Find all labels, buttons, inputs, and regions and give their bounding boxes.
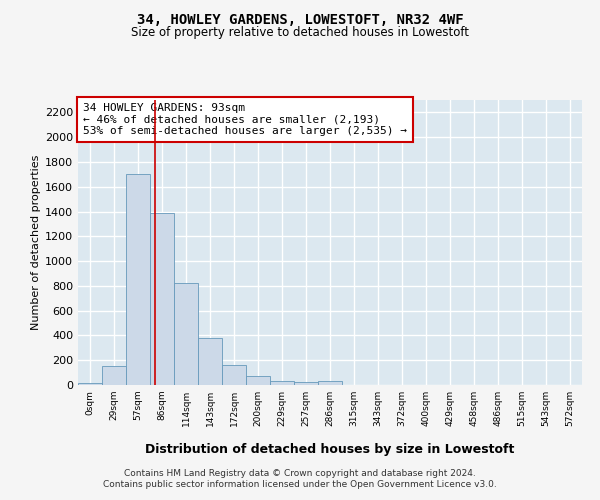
Text: Size of property relative to detached houses in Lowestoft: Size of property relative to detached ho… bbox=[131, 26, 469, 39]
Text: Contains public sector information licensed under the Open Government Licence v3: Contains public sector information licen… bbox=[103, 480, 497, 489]
Bar bbox=[294, 382, 318, 385]
Bar bbox=[174, 283, 198, 385]
Text: 34, HOWLEY GARDENS, LOWESTOFT, NR32 4WF: 34, HOWLEY GARDENS, LOWESTOFT, NR32 4WF bbox=[137, 12, 463, 26]
Bar bbox=[318, 382, 342, 385]
Bar bbox=[198, 338, 222, 385]
Bar bbox=[270, 380, 294, 385]
Bar bbox=[78, 383, 102, 385]
Bar bbox=[222, 365, 246, 385]
Bar bbox=[150, 213, 174, 385]
Bar bbox=[102, 366, 126, 385]
Text: Contains HM Land Registry data © Crown copyright and database right 2024.: Contains HM Land Registry data © Crown c… bbox=[124, 469, 476, 478]
Text: 34 HOWLEY GARDENS: 93sqm
← 46% of detached houses are smaller (2,193)
53% of sem: 34 HOWLEY GARDENS: 93sqm ← 46% of detach… bbox=[83, 103, 407, 136]
Bar bbox=[126, 174, 150, 385]
Y-axis label: Number of detached properties: Number of detached properties bbox=[31, 155, 41, 330]
Text: Distribution of detached houses by size in Lowestoft: Distribution of detached houses by size … bbox=[145, 442, 515, 456]
Bar bbox=[246, 376, 270, 385]
